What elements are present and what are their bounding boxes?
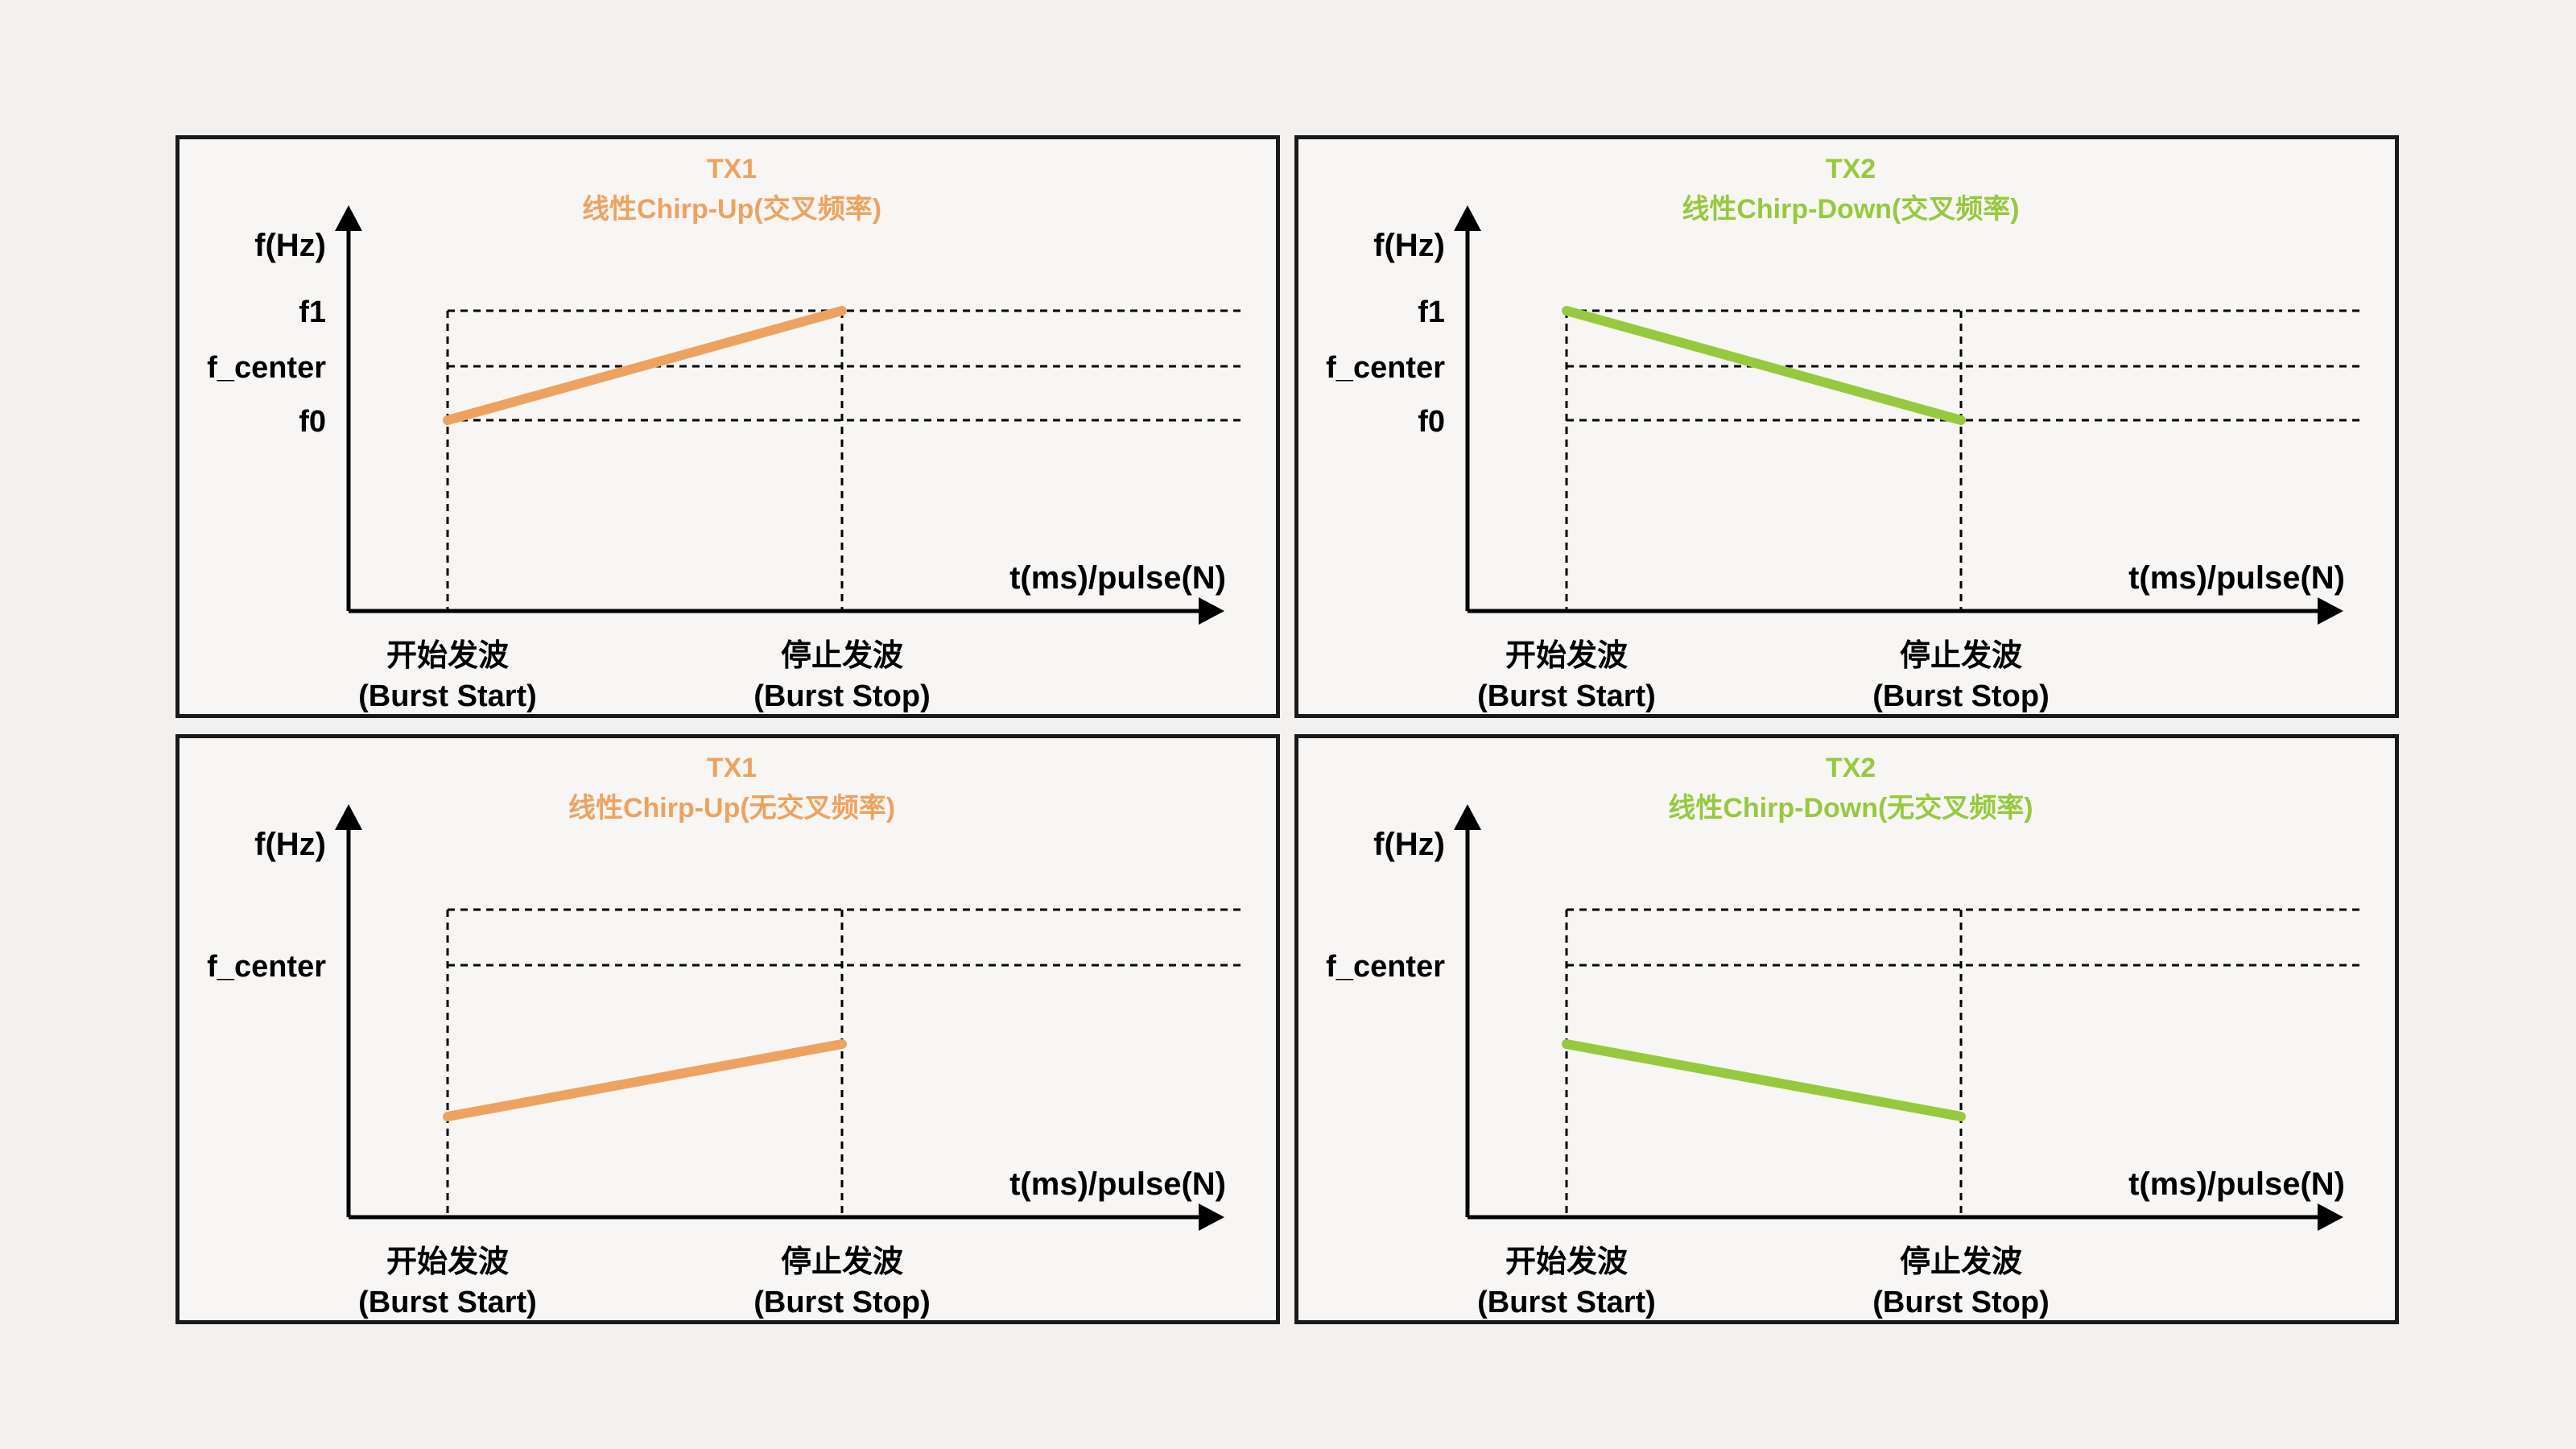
svg-text:线性Chirp-Up(交叉频率): 线性Chirp-Up(交叉频率) <box>582 193 881 225</box>
svg-text:f_center: f_center <box>207 950 326 984</box>
svg-text:(Burst Start): (Burst Start) <box>358 1286 537 1319</box>
svg-text:f0: f0 <box>1418 405 1445 439</box>
svg-text:开始发波: 开始发波 <box>386 639 509 673</box>
svg-text:线性Chirp-Up(无交叉频率): 线性Chirp-Up(无交叉频率) <box>568 792 895 824</box>
svg-text:(Burst Start): (Burst Start) <box>1477 1286 1656 1319</box>
svg-text:t(ms)/pulse(N): t(ms)/pulse(N) <box>1009 1166 1226 1202</box>
svg-text:线性Chirp-Down(无交叉频率): 线性Chirp-Down(无交叉频率) <box>1668 792 2033 824</box>
svg-text:(Burst Stop): (Burst Stop) <box>1872 1286 2050 1319</box>
svg-text:停止发波: 停止发波 <box>781 639 903 673</box>
svg-text:f(Hz): f(Hz) <box>254 228 326 263</box>
svg-text:TX1: TX1 <box>707 753 757 783</box>
svg-text:(Burst Start): (Burst Start) <box>358 679 537 713</box>
svg-text:(Burst Start): (Burst Start) <box>1477 679 1656 713</box>
svg-text:开始发波: 开始发波 <box>1505 639 1628 673</box>
svg-text:t(ms)/pulse(N): t(ms)/pulse(N) <box>2128 560 2345 596</box>
svg-text:f1: f1 <box>1418 295 1445 329</box>
svg-text:停止发波: 停止发波 <box>1900 639 2022 673</box>
svg-text:TX1: TX1 <box>707 154 757 184</box>
svg-text:线性Chirp-Down(交叉频率): 线性Chirp-Down(交叉频率) <box>1682 193 2019 225</box>
svg-text:(Burst Stop): (Burst Stop) <box>753 679 931 713</box>
svg-text:TX2: TX2 <box>1826 753 1876 783</box>
svg-text:开始发波: 开始发波 <box>1505 1245 1628 1279</box>
svg-text:开始发波: 开始发波 <box>386 1245 509 1279</box>
svg-text:f0: f0 <box>299 405 326 439</box>
svg-text:(Burst Stop): (Burst Stop) <box>753 1286 931 1319</box>
svg-text:停止发波: 停止发波 <box>1900 1245 2022 1279</box>
svg-text:t(ms)/pulse(N): t(ms)/pulse(N) <box>2128 1166 2345 1202</box>
svg-text:f(Hz): f(Hz) <box>254 827 326 862</box>
svg-text:f1: f1 <box>299 295 326 329</box>
svg-text:(Burst Stop): (Burst Stop) <box>1872 679 2050 713</box>
svg-text:TX2: TX2 <box>1826 154 1876 184</box>
svg-text:f(Hz): f(Hz) <box>1373 827 1445 862</box>
svg-text:f_center: f_center <box>1326 351 1445 385</box>
svg-text:f_center: f_center <box>207 351 326 385</box>
svg-text:停止发波: 停止发波 <box>781 1245 903 1279</box>
svg-text:f_center: f_center <box>1326 950 1445 984</box>
svg-text:t(ms)/pulse(N): t(ms)/pulse(N) <box>1009 560 1226 596</box>
svg-text:f(Hz): f(Hz) <box>1373 228 1445 263</box>
